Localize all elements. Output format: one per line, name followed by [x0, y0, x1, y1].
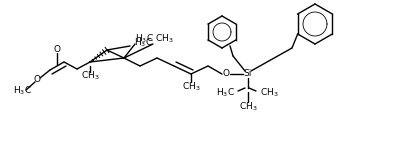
- Text: O: O: [33, 75, 40, 85]
- Text: O: O: [54, 46, 60, 54]
- Text: CH$_3$: CH$_3$: [182, 81, 200, 93]
- Text: CH$_3$: CH$_3$: [155, 33, 174, 45]
- Text: CH$_3$: CH$_3$: [239, 101, 257, 113]
- Text: CH$_3$: CH$_3$: [260, 87, 278, 99]
- Text: O: O: [222, 70, 229, 78]
- Text: Si: Si: [244, 70, 252, 78]
- Text: H$_3$C: H$_3$C: [135, 33, 154, 45]
- Text: CH$_3$: CH$_3$: [81, 70, 99, 82]
- Text: H$_3$C: H$_3$C: [13, 85, 32, 97]
- Text: H$_3$C: H$_3$C: [216, 87, 235, 99]
- Text: H$_3$C: H$_3$C: [134, 37, 153, 49]
